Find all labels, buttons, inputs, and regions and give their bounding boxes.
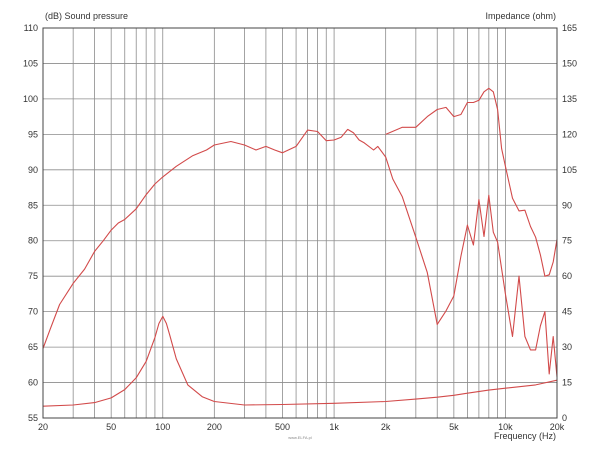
right-y-tick-label: 15 [562,378,572,388]
right-y-tick-label: 30 [562,342,572,352]
left-y-tick-label: 90 [28,165,38,175]
x-tick-label: 20 [38,422,48,432]
right-y-tick-label: 75 [562,236,572,246]
grid [43,28,557,418]
left-y-tick-label: 60 [28,378,38,388]
x-tick-label: 200 [207,422,222,432]
right-axis-title: Impedance (ohm) [485,11,556,21]
x-tick-label: 100 [155,422,170,432]
right-y-tick-label: 90 [562,200,572,210]
left-y-tick-label: 105 [23,58,38,68]
x-tick-label: 2k [381,422,391,432]
left-y-tick-label: 70 [28,307,38,317]
plot-frame [42,27,558,419]
right-y-tick-label: 45 [562,307,572,317]
x-tick-label: 20k [550,422,565,432]
x-axis-title: Frequency (Hz) [494,431,556,441]
left-axis-title: (dB) Sound pressure [45,11,128,21]
left-y-tick-label: 55 [28,413,38,423]
x-tick-label: 5k [449,422,459,432]
left-y-tick-label: 100 [23,94,38,104]
left-y-tick-label: 95 [28,129,38,139]
right-y-tick-label: 135 [562,94,577,104]
right-y-tick-label: 105 [562,165,577,175]
sound-pressure-offaxis-curve [385,87,558,277]
right-y-tick-label: 150 [562,58,577,68]
left-y-tick-label: 110 [24,23,38,33]
impedance-curve [42,315,558,407]
x-tick-label: 500 [275,422,290,432]
sound-pressure-curve [42,128,558,377]
right-y-tick-label: 0 [562,413,567,423]
right-y-tick-label: 120 [562,129,577,139]
right-y-tick-label: 60 [562,271,572,281]
left-y-tick-label: 85 [28,200,38,210]
x-tick-label: 50 [106,422,116,432]
watermark: www.ELFA.pl [288,435,312,440]
left-y-tick-label: 80 [28,236,38,246]
tick-labels: 55 60 65 70 75 80 85 90 95 100 105 110 0 15 30 45 60 75 90… [23,23,577,432]
left-y-tick-label: 75 [28,271,38,281]
series-layer [42,87,558,407]
right-y-tick-label: 165 [562,23,577,33]
x-tick-label: 1k [329,422,339,432]
left-y-tick-label: 65 [28,342,38,352]
x-tick-label: 10k [498,422,513,432]
